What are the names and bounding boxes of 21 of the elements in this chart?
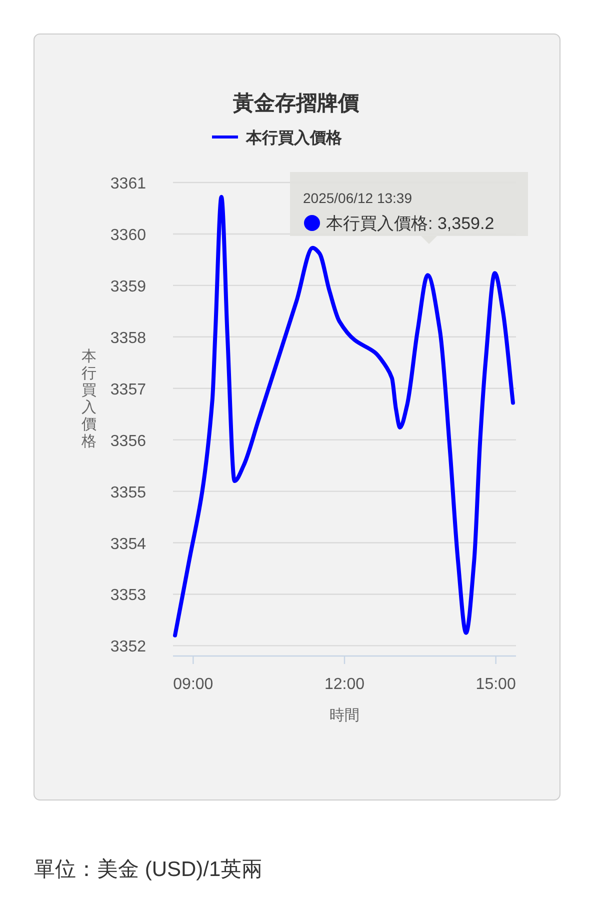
text: 單位：美金 (USD)/1英兩: [34, 858, 263, 881]
y-tick-label: 3361: [110, 176, 146, 192]
x-tick-label: 12:00: [324, 676, 365, 693]
annotation: 2025/06/12 13:39: [303, 190, 412, 206]
x-axis-title: 時間: [330, 707, 360, 724]
y-tick-label: 3352: [110, 638, 146, 656]
y-tick-label: 3358: [110, 330, 146, 347]
annotation: 本行買入價格: 3,359.2: [326, 214, 494, 233]
y-tick-label: 3355: [110, 484, 146, 502]
x-tick-label: 15:00: [476, 676, 516, 693]
legend-label: 本行買入價格: [245, 129, 343, 147]
y-axis-title: 本行買入價格: [80, 348, 96, 450]
y-tick-label: 3356: [110, 432, 146, 450]
y-tick-label: 3353: [110, 587, 146, 604]
tooltip: 2025/06/12 13:39 本行買入價格: 3,359.2: [290, 172, 528, 244]
y-tick-label: 3360: [110, 226, 146, 244]
chart-title: 黃金存摺牌價: [232, 92, 360, 115]
y-tick-label: 3359: [110, 278, 146, 296]
y-tick-label: 3354: [110, 536, 146, 553]
x-tick-label: 09:00: [173, 676, 214, 693]
y-tick-label: 3357: [110, 381, 146, 398]
